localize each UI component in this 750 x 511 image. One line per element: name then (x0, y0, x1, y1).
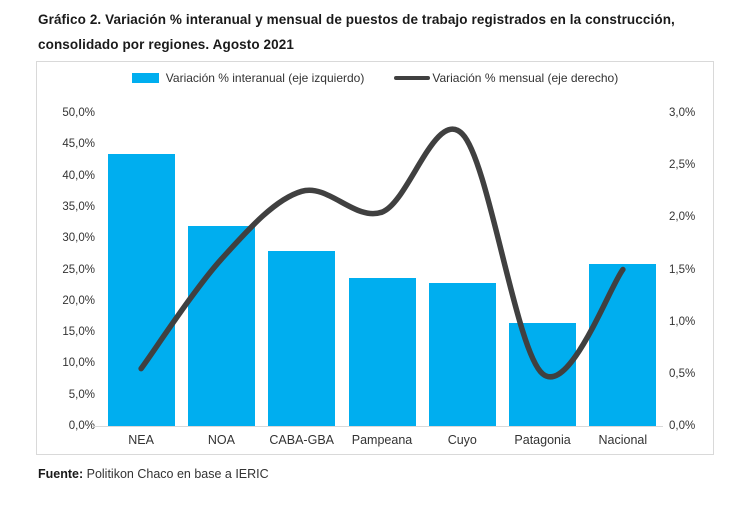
bar-NEA (107, 154, 175, 426)
y-axis-right-tick: 1,5% (669, 263, 696, 276)
y-axis-left-tick: 5,0% (68, 388, 95, 401)
source-text: Politikon Chaco en base a IERIC (83, 467, 269, 481)
category-label-NOA: NOA (207, 433, 235, 447)
y-axis-left-tick: 25,0% (62, 263, 95, 276)
category-label-Pampeana: Pampeana (351, 433, 413, 447)
y-axis-left-tick: 20,0% (62, 294, 95, 307)
y-axis-right-tick: 0,0% (669, 420, 696, 432)
category-label-Patagonia: Patagonia (514, 433, 571, 447)
legend-item-mensual: Variación % mensual (eje derecho) (394, 71, 618, 85)
y-axis-right-tick: 3,0% (669, 107, 696, 119)
y-axis-right: 3,0% 2,5% 2,0% 1,5% 1,0% 0,5% 0,0% (669, 107, 713, 432)
bar-Cuyo (428, 283, 496, 426)
x-axis-labels: NEA NOA CABA-GBA Pampeana Cuyo Patagonia Nacio… (101, 433, 663, 453)
category-label-Cuyo: Cuyo (447, 433, 477, 447)
legend-line-swatch (394, 75, 431, 81)
legend: Variación % interanual (eje izquierdo) V… (37, 71, 713, 85)
chart-frame: Variación % interanual (eje izquierdo) V… (36, 61, 714, 455)
line-path (138, 126, 626, 380)
x-axis-baseline (92, 426, 663, 427)
y-axis-right-tick: 2,5% (669, 159, 696, 172)
legend-label-mensual: Variación % mensual (eje derecho) (432, 71, 619, 85)
y-axis-left-tick: 50,0% (62, 107, 95, 119)
line-series (138, 126, 626, 380)
y-axis-left-tick: 0,0% (68, 420, 95, 432)
y-axis-left-tick: 40,0% (62, 169, 95, 182)
legend-label-interanual: Variación % interanual (eje izquierdo) (165, 71, 365, 85)
source-note: Fuente: Politikon Chaco en base a IERIC (38, 467, 269, 481)
plot-area (92, 113, 663, 427)
y-axis-right-tick: 0,5% (669, 367, 696, 380)
y-axis-left-tick: 30,0% (62, 232, 95, 245)
y-axis-left-tick: 10,0% (62, 357, 95, 370)
y-axis-left-tick: 35,0% (62, 200, 95, 213)
category-label-NEA: NEA (128, 433, 154, 447)
legend-item-interanual: Variación % interanual (eje izquierdo) (131, 71, 365, 85)
chart-title: Gráfico 2. Variación % interanual y mens… (38, 12, 675, 52)
y-axis-left: 50,0% 45,0% 40,0% 35,0% 30,0% 25,0% 20,0% 15,0%… (37, 107, 95, 432)
y-axis-left-tick: 45,0% (62, 138, 95, 151)
y-axis-left-tick: 15,0% (62, 326, 95, 339)
bar-Pampeana (348, 278, 416, 426)
category-label-Nacional: Nacional (598, 433, 648, 447)
source-label: Fuente: (38, 467, 84, 481)
category-label-CABA-GBA: CABA-GBA (269, 433, 334, 447)
legend-bar-swatch (131, 73, 159, 83)
y-axis-right-tick: 2,0% (669, 211, 696, 224)
bar-CABA-GBA (268, 251, 336, 426)
bar-Nacional (589, 263, 657, 426)
y-axis-right-tick: 1,0% (669, 315, 696, 328)
